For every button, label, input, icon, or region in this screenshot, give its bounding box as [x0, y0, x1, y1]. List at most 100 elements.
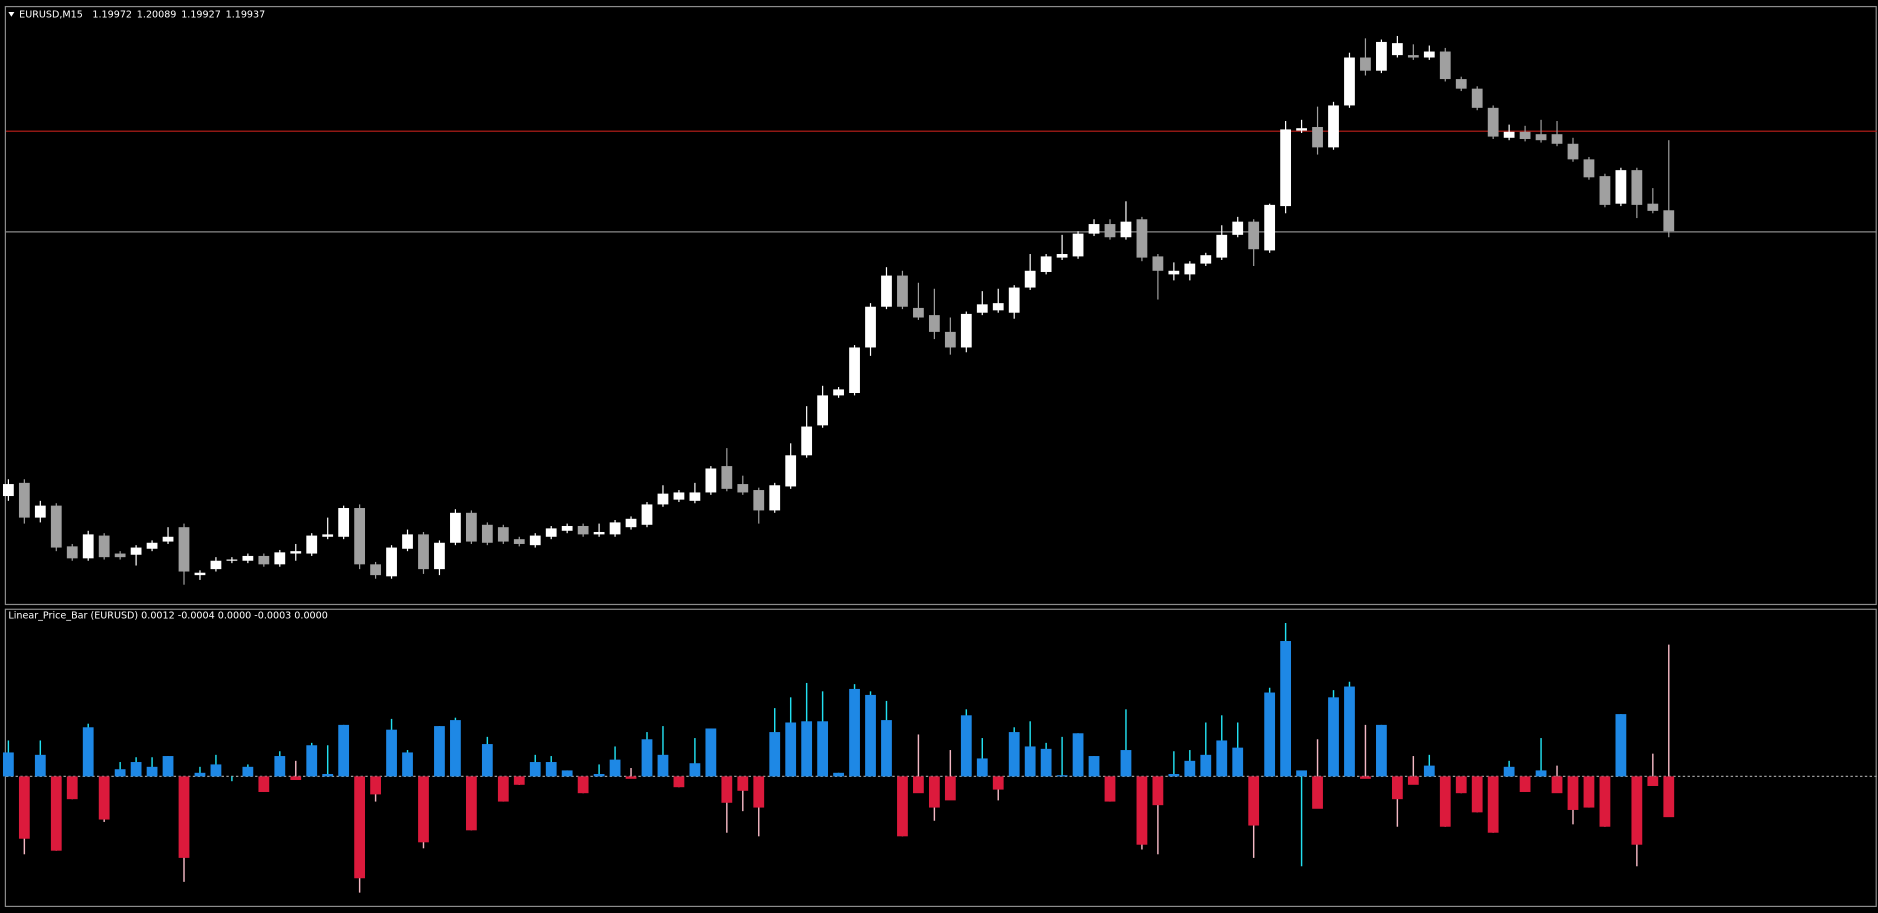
candle-body: [913, 307, 924, 318]
indicator-bar: [1615, 714, 1627, 777]
candle-body: [960, 313, 972, 348]
candle-body: [1407, 55, 1419, 58]
indicator-bar: [992, 776, 1004, 790]
candle-body: [817, 395, 829, 426]
indicator-bar: [386, 729, 397, 777]
candle-body: [1024, 270, 1036, 288]
indicator-bar: [1519, 776, 1531, 792]
candle-body: [545, 528, 557, 537]
candle-body: [178, 527, 190, 572]
indicator-bar: [338, 724, 350, 777]
indicator-bar: [817, 721, 829, 777]
indicator-bar: [210, 764, 222, 777]
candle-body: [1216, 234, 1228, 258]
candle-body: [194, 572, 206, 576]
candle-body: [1168, 270, 1180, 275]
indicator-bar: [434, 726, 445, 777]
indicator-bar: [1487, 776, 1499, 833]
candle-body: [258, 555, 270, 565]
candle-body: [944, 331, 956, 348]
indicator-bar: [513, 776, 525, 785]
indicator-bar: [290, 776, 302, 781]
indicator-bar: [1168, 774, 1180, 777]
indicator-bar: [673, 776, 685, 788]
indicator-bar: [258, 776, 270, 792]
indicator-bar: [1008, 732, 1020, 777]
indicator-bar: [960, 715, 972, 777]
indicator-bar: [1599, 776, 1611, 827]
indicator-bar: [146, 766, 158, 777]
candle-body: [1184, 263, 1196, 275]
last-close: 1.19937: [226, 9, 266, 20]
candle-body: [274, 552, 286, 565]
candle-body: [1471, 88, 1483, 108]
candle-body: [769, 485, 781, 511]
indicator-bar: [1024, 746, 1036, 777]
indicator-bar: [1583, 776, 1595, 808]
indicator-bar: [402, 752, 413, 777]
candle-body: [497, 527, 509, 542]
indicator-bar: [66, 776, 78, 800]
candle-body: [1312, 127, 1323, 148]
indicator-title: Linear_Price_Bar (EURUSD) 0.0012 -0.0004…: [8, 610, 327, 621]
indicator-bar: [1088, 756, 1100, 777]
indicator-bar: [865, 694, 876, 777]
candle-body: [242, 555, 254, 561]
candle-body: [561, 525, 573, 531]
last-high: 1.20089: [137, 9, 177, 20]
candle-body: [130, 547, 142, 555]
candle-body: [146, 542, 158, 549]
candle-body: [1535, 134, 1547, 141]
candle-body: [721, 466, 733, 489]
candle-body: [1455, 79, 1467, 89]
candle-body: [66, 546, 78, 559]
indicator-bar: [1232, 747, 1244, 777]
candle-body: [226, 559, 238, 561]
indicator-bar: [881, 720, 892, 777]
candle-body: [1423, 51, 1435, 58]
candle-body: [1280, 129, 1292, 207]
candle-body: [992, 303, 1004, 311]
candle-body: [418, 534, 429, 570]
indicator-bar: [1455, 776, 1467, 794]
indicator-bar: [1264, 692, 1276, 777]
candle-body: [354, 508, 366, 565]
indicator-bar: [2, 752, 14, 777]
candle-body: [897, 275, 908, 307]
candle-body: [210, 560, 222, 570]
candle-body: [1583, 159, 1595, 178]
candle-body: [18, 482, 30, 518]
indicator-bar: [465, 776, 477, 831]
indicator-bar: [130, 762, 142, 777]
marks: [2, 35, 1877, 893]
indicator-bar: [274, 756, 286, 777]
indicator-bar: [561, 770, 573, 777]
indicator-bar: [801, 721, 813, 777]
indicator-bar: [1423, 765, 1435, 777]
symbol-header: EURUSD,M15 1.19972 1.20089 1.19927 1.19937: [19, 9, 265, 20]
indicator-bar: [1391, 776, 1403, 800]
indicator-bar: [34, 754, 46, 777]
indicator-bar: [737, 776, 749, 791]
candle-body: [386, 547, 397, 577]
last-low: 1.19927: [181, 9, 221, 20]
candle-body: [1200, 255, 1212, 264]
indicator-bar: [98, 776, 110, 820]
candle-body: [338, 508, 350, 537]
candle-body: [1088, 224, 1100, 234]
indicator-bar: [1376, 724, 1387, 777]
candle-body: [1551, 134, 1563, 144]
indicator-bar: [194, 772, 206, 777]
indicator-bar: [370, 776, 381, 795]
indicator-bar: [1631, 776, 1643, 845]
candle-body: [1296, 128, 1307, 131]
candle-body: [465, 512, 477, 542]
collapse-arrow[interactable]: [8, 11, 15, 17]
candle-body: [1008, 287, 1020, 313]
indicator-bar: [1200, 754, 1212, 777]
candle-body: [1631, 170, 1643, 205]
candle-body: [1264, 204, 1276, 251]
indicator-bar: [721, 776, 733, 803]
indicator-bar: [18, 776, 30, 839]
candle-body: [1647, 203, 1659, 211]
